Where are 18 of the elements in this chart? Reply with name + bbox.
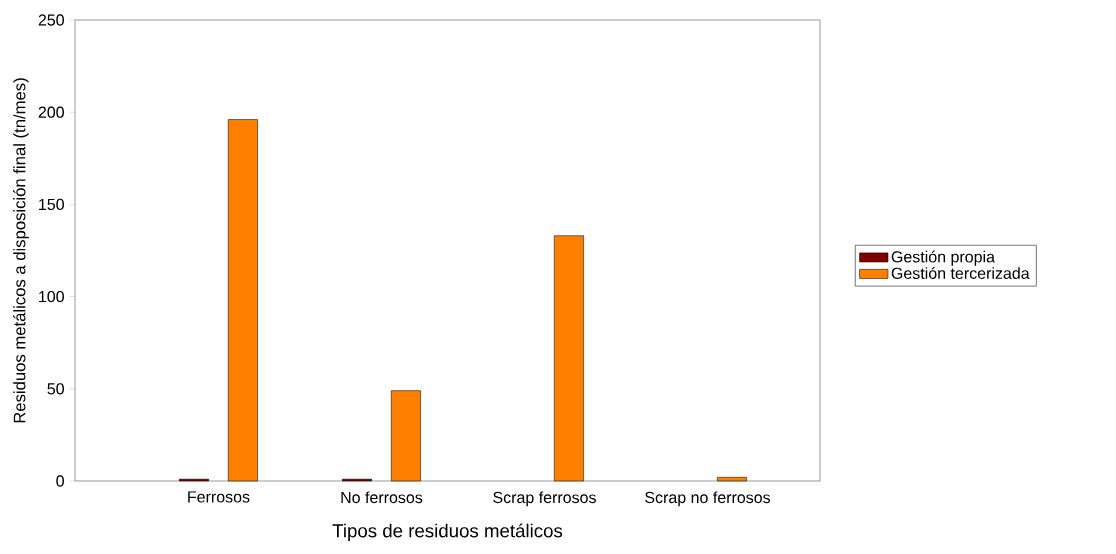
bar — [227, 119, 258, 482]
bar — [390, 390, 421, 482]
bar — [554, 235, 584, 482]
y-tick-label: 0 — [56, 475, 64, 487]
x-tick-label: No ferrosos — [341, 491, 423, 504]
legend-label: Gestión propia — [891, 250, 995, 266]
bar — [717, 477, 747, 482]
x-axis-title: Tipos de residuos metálicos — [332, 523, 563, 542]
y-axis-title: Residuos metálicos a disposición final (tn/mes) — [13, 78, 29, 423]
x-tick-label: Scrap ferrosos — [493, 491, 596, 507]
y-tick-label: 150 — [39, 198, 64, 211]
y-tick-label: 100 — [39, 290, 64, 303]
legend-label: Gestión tercerizada — [891, 267, 1030, 279]
y-tick-label: 50 — [47, 383, 64, 395]
x-tick-label: Ferrosos — [188, 491, 250, 503]
y-tick-label: 250 — [38, 14, 64, 26]
x-tick-label: Scrap no ferrosos — [645, 491, 771, 507]
y-tick-label: 200 — [38, 106, 64, 118]
